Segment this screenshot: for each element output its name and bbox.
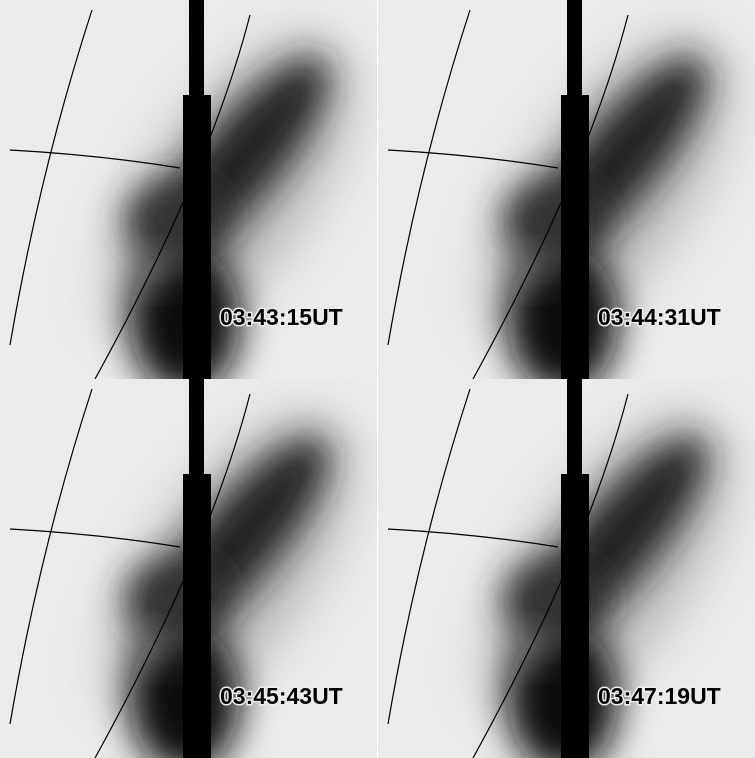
timestamp: 03:45:43UT [220, 683, 343, 709]
occulter-base [183, 95, 211, 385]
timestamp: 03:43:15UT [220, 304, 343, 330]
bright-knot [510, 252, 546, 288]
timestamp: 03:47:19UT [598, 683, 721, 709]
panel-body [378, 0, 755, 395]
image-panel: 03:45:43UT [0, 379, 385, 758]
occulter-base [561, 95, 589, 385]
image-mosaic: 03:43:15UT 03:44:31UT 03:45:43UT 03:47:19UT [0, 0, 755, 758]
occulter-base [561, 474, 589, 758]
image-panel: 03:47:19UT [378, 379, 755, 758]
bright-knot [510, 631, 546, 667]
bright-knot [132, 631, 168, 667]
occulter-base [183, 474, 211, 758]
image-panel: 03:43:15UT [0, 0, 385, 395]
bright-knot [132, 252, 168, 288]
timestamp: 03:44:31UT [598, 304, 721, 330]
panel-body [0, 0, 385, 395]
image-panel: 03:44:31UT [378, 0, 755, 395]
